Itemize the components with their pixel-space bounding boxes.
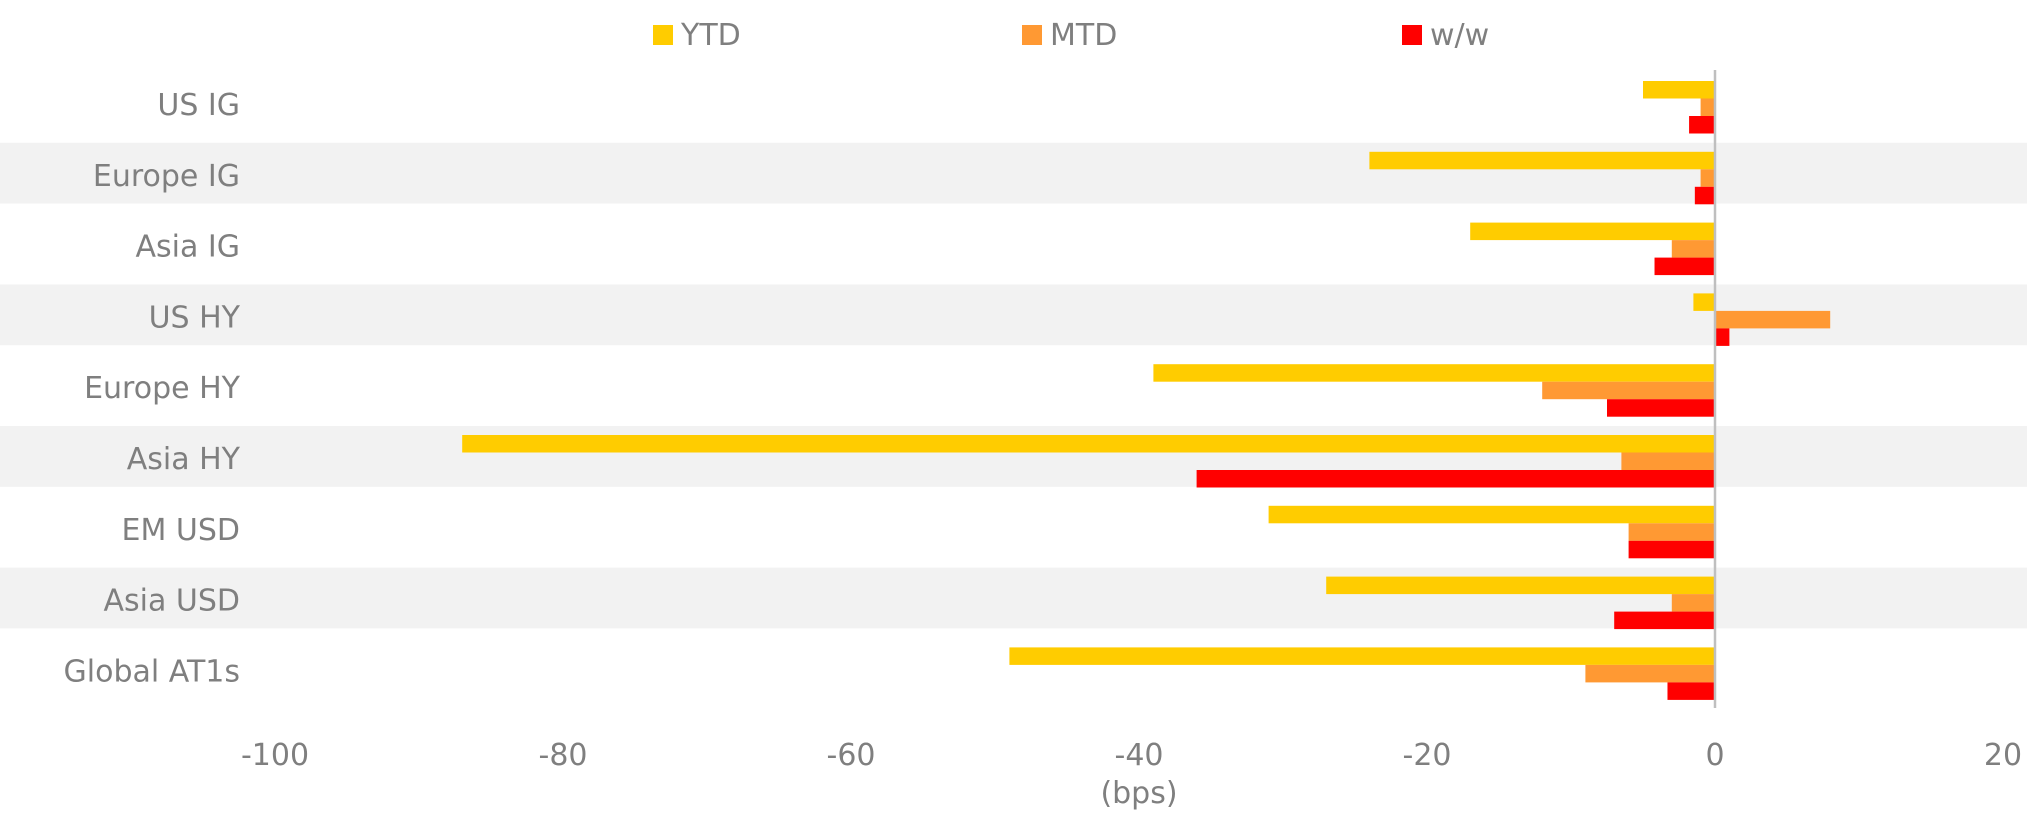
row-band [0, 284, 2027, 346]
bar-mtd [1700, 169, 1715, 187]
bar-mtd [1628, 523, 1715, 541]
bar-ww [1196, 470, 1715, 488]
bar-mtd [1715, 310, 1831, 329]
bar-mtd [1700, 98, 1715, 116]
bar-ww [1628, 540, 1715, 559]
category-label: Asia HY [127, 442, 241, 477]
bar-ytd [1153, 364, 1715, 382]
bar-ww [1689, 116, 1715, 134]
bar-mtd [1671, 240, 1715, 258]
legend-label: MTD [1050, 18, 1117, 53]
legend-swatch [1022, 25, 1042, 45]
category-label: US HY [149, 300, 241, 335]
x-tick-label: -20 [1403, 738, 1452, 773]
bar-ww [1614, 611, 1715, 630]
x-tick-label: -60 [827, 738, 876, 773]
bar-mtd [1621, 452, 1715, 470]
category-label: US IG [157, 88, 240, 123]
bar-ww [1694, 186, 1715, 205]
bar-ytd [1693, 293, 1715, 311]
legend-swatch [1402, 25, 1422, 45]
legend-swatch [653, 25, 673, 45]
bar-ytd [1009, 647, 1715, 665]
category-label: Asia USD [103, 584, 240, 619]
x-tick-label: -100 [241, 738, 309, 773]
x-tick-label: -80 [539, 738, 588, 773]
legend-label: YTD [680, 18, 741, 53]
legend-label: w/w [1430, 18, 1489, 53]
category-label: Asia IG [135, 230, 240, 265]
category-label: Europe HY [84, 371, 241, 406]
row-band [0, 567, 2027, 629]
bar-ww [1715, 328, 1730, 346]
category-labels: US IG Europe IG Asia IG US HY Europe HY Asia … [64, 88, 241, 689]
x-tick-label: -40 [1115, 738, 1164, 773]
x-axis-title: (bps) [1100, 776, 1177, 811]
bar-ytd [1643, 81, 1715, 99]
bar-ytd [462, 435, 1716, 453]
bar-mtd [1585, 664, 1715, 683]
bar-ytd [1326, 576, 1715, 595]
category-label: Global AT1s [64, 654, 240, 689]
bar-mtd [1671, 594, 1715, 612]
category-label: EM USD [122, 513, 240, 548]
bar-ww [1667, 682, 1715, 700]
row-band [0, 142, 2027, 204]
row-bands [0, 142, 2027, 629]
legend: YTD MTD w/w [653, 18, 1489, 53]
x-tick-label: 20 [1984, 738, 2022, 773]
bars-group [462, 81, 1831, 700]
bar-ytd [1268, 505, 1715, 524]
bar-mtd [1542, 381, 1715, 400]
bar-ytd [1470, 222, 1715, 241]
bar-ww [1607, 399, 1715, 417]
bar-ww [1654, 257, 1715, 276]
x-tick-labels: -100 -80 -60 -40 -20 0 20 [241, 738, 2022, 773]
category-label: Europe IG [93, 159, 240, 194]
bar-ytd [1369, 151, 1715, 170]
x-tick-label: 0 [1705, 738, 1724, 773]
